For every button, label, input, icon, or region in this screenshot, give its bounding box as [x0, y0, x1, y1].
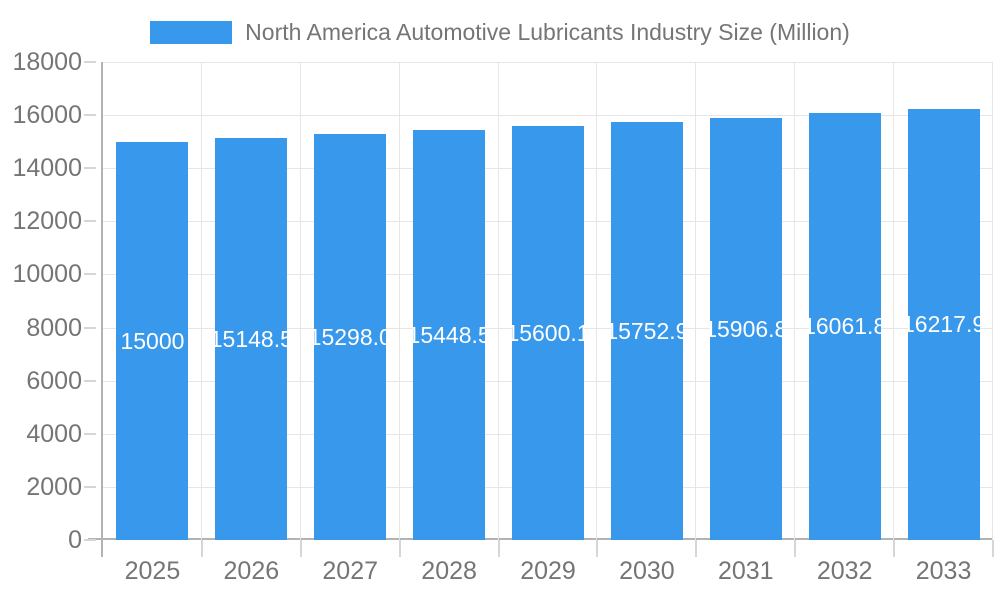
bar-2028[interactable]: 15448.5	[413, 130, 486, 540]
legend-swatch	[150, 21, 233, 44]
vertical-gridline	[200, 62, 202, 540]
vertical-gridline	[893, 62, 895, 540]
y-axis-tick	[84, 539, 96, 541]
y-axis-tick	[84, 220, 96, 223]
bar-value-label: 15906.8	[709, 315, 782, 342]
x-axis-label: 2032	[816, 557, 873, 585]
legend-label: North America Automotive Lubricants Indu…	[245, 19, 850, 45]
y-axis-tick	[84, 379, 96, 382]
y-axis-label: 12000	[12, 207, 82, 236]
x-axis-label: 2028	[421, 557, 477, 585]
bar-value-label: 15000	[120, 327, 185, 354]
bar-value-label: 15600.1	[512, 319, 584, 346]
vertical-gridline	[992, 62, 993, 540]
bar-value-label: 15148.5	[215, 325, 288, 352]
x-axis-label: 2029	[520, 557, 576, 585]
x-axis-tick	[398, 540, 401, 557]
y-axis-tick	[84, 167, 96, 170]
y-axis-tick	[84, 485, 96, 488]
y-axis-label: 14000	[12, 154, 82, 183]
y-axis-label: 16000	[12, 101, 82, 130]
x-axis-label: 2027	[322, 557, 379, 585]
y-axis-tick	[84, 114, 96, 117]
y-axis-label: 4000	[26, 419, 82, 448]
y-axis-tick	[84, 61, 96, 63]
legend[interactable]: North America Automotive Lubricants Indu…	[0, 19, 1000, 46]
vertical-gridline	[299, 62, 301, 540]
bar-2033[interactable]: 16217.9	[907, 109, 980, 540]
bar-value-label: 15448.5	[413, 321, 486, 348]
x-axis-label: 2030	[619, 557, 675, 585]
y-axis-label: 18000	[12, 48, 82, 76]
vertical-gridline	[794, 62, 796, 540]
bar-2031[interactable]: 15906.8	[709, 118, 782, 540]
vertical-gridline	[497, 62, 499, 540]
y-axis-label: 8000	[26, 313, 82, 342]
x-axis-label: 2033	[915, 557, 972, 585]
plot-area: 15000 15148.5 15298.0 15448.5 15600.1 15752.9…	[88, 62, 993, 557]
bar-2030[interactable]: 15752.9	[610, 122, 683, 540]
bar-value-label: 16217.9	[907, 311, 980, 337]
y-axis-label: 10000	[12, 260, 82, 289]
vertical-gridline	[695, 62, 697, 540]
horizontal-gridline	[103, 62, 993, 63]
y-axis-label: 2000	[26, 472, 82, 501]
x-axis-label: 2026	[223, 557, 280, 585]
vertical-gridline	[596, 62, 598, 540]
bar-2025[interactable]: 15000	[116, 142, 189, 540]
x-axis-tick	[695, 540, 698, 557]
x-axis-label: 2031	[717, 557, 774, 585]
bar-value-label: 16061.8	[808, 313, 881, 339]
x-axis-label: 2025	[124, 557, 181, 585]
x-axis-tick	[893, 540, 896, 557]
y-axis-tick	[84, 432, 96, 435]
y-axis-label: 0	[68, 526, 82, 554]
bar-2032[interactable]: 16061.8	[808, 113, 881, 540]
y-axis-tick	[84, 326, 96, 329]
x-axis-tick	[299, 540, 302, 557]
bar-2027[interactable]: 15298.0	[314, 134, 387, 540]
bar-value-label: 15752.9	[610, 317, 683, 344]
bar-value-label: 15298.0	[314, 323, 387, 350]
bar-2029[interactable]: 15600.1	[512, 126, 584, 540]
y-axis-line	[101, 62, 103, 557]
x-axis-tick	[794, 540, 797, 557]
x-axis-tick	[992, 540, 994, 557]
y-axis-tick	[84, 273, 96, 276]
x-axis-tick	[497, 540, 500, 557]
y-axis-label: 6000	[26, 366, 82, 395]
horizontal-gridline	[103, 115, 993, 117]
bar-2026[interactable]: 15148.5	[215, 138, 288, 540]
vertical-gridline	[398, 62, 400, 540]
x-axis-tick	[200, 540, 203, 557]
x-axis-tick	[596, 540, 599, 557]
